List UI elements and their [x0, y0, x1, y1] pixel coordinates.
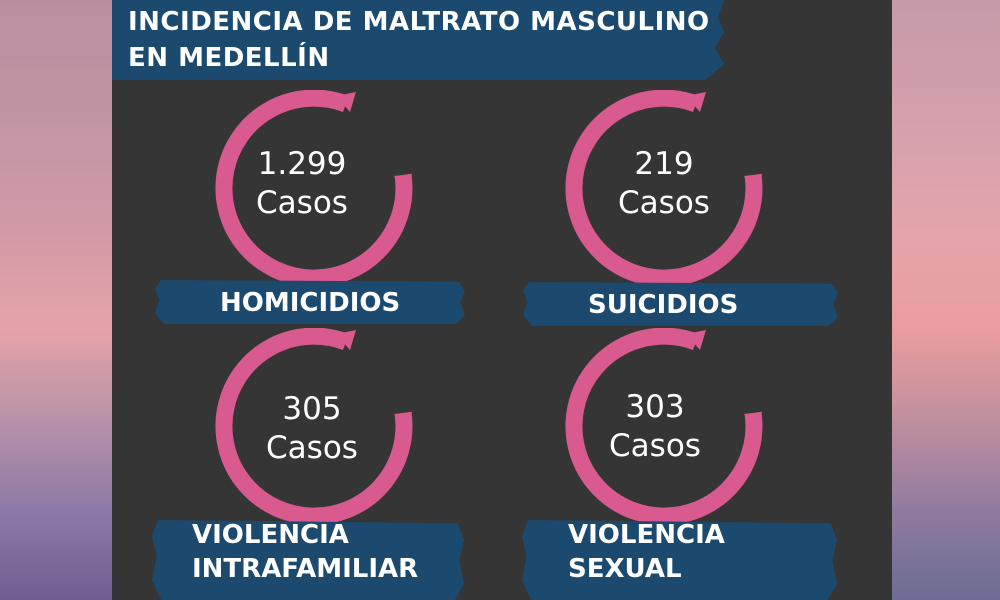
ring-icon-violencia-intrafamiliar — [215, 328, 413, 525]
stat-count-suicidios: 219 Casos — [584, 145, 744, 223]
label-line: VIOLENCIA — [192, 520, 349, 550]
stat-label-violencia-intrafamiliar: VIOLENCIA INTRAFAMILIAR — [192, 518, 418, 586]
page-title: INCIDENCIA DE MALTRATO MASCULINO EN MEDE… — [128, 4, 728, 76]
stat-count-violencia-sexual: 303 Casos — [575, 388, 735, 466]
ring-icon-homicidios — [215, 90, 413, 287]
stat-unit: Casos — [609, 428, 701, 464]
ring-icon-suicidios — [565, 90, 763, 287]
title-line-1: INCIDENCIA DE MALTRATO MASCULINO — [128, 7, 710, 37]
stat-number: 219 — [634, 146, 694, 182]
stat-number: 305 — [282, 391, 342, 427]
stat-unit: Casos — [618, 185, 710, 221]
title-banner — [112, 0, 724, 80]
background-right — [888, 0, 1000, 600]
stat-count-violencia-intrafamiliar: 305 Casos — [232, 390, 392, 468]
label-line: SEXUAL — [568, 554, 682, 584]
stat-number: 303 — [625, 389, 685, 425]
stat-label-suicidios: SUICIDIOS — [588, 290, 739, 320]
background-left — [0, 0, 112, 600]
stat-unit: Casos — [256, 185, 348, 221]
label-banner-homicidios — [155, 280, 465, 324]
stat-label-homicidios: HOMICIDIOS — [220, 288, 401, 318]
stat-number: 1.299 — [257, 146, 347, 182]
label-banner-suicidios — [523, 282, 838, 326]
stat-count-homicidios: 1.299 Casos — [222, 145, 382, 223]
ring-icon-violencia-sexual — [565, 328, 763, 525]
label-banner-violencia-sexual — [522, 520, 837, 600]
stat-unit: Casos — [266, 430, 358, 466]
label-banner-violencia-intrafamiliar — [152, 520, 464, 600]
label-line: INTRAFAMILIAR — [192, 554, 419, 584]
title-line-2: EN MEDELLÍN — [128, 43, 330, 73]
stat-label-violencia-sexual: VIOLENCIA SEXUAL — [568, 518, 725, 586]
label-line: VIOLENCIA — [568, 520, 725, 550]
